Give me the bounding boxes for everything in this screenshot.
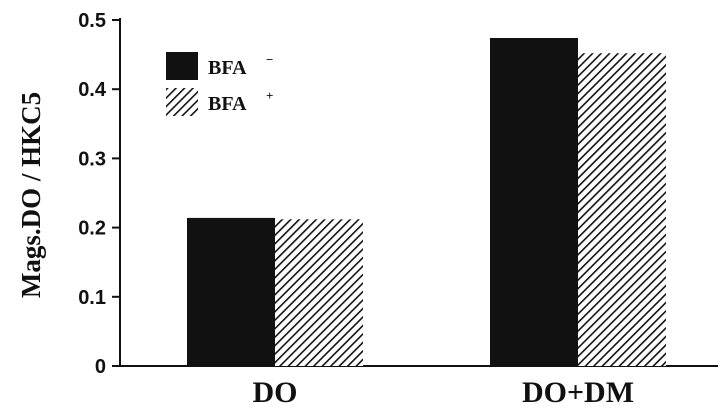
bar-bfa-plus-do-dm — [578, 53, 666, 366]
legend-label-superscript: − — [266, 52, 273, 67]
bar-bfa-plus-do — [275, 219, 363, 366]
y-tick-label: 0.5 — [78, 10, 106, 32]
bar-bfa-minus-do — [187, 217, 275, 366]
legend-swatch — [166, 88, 198, 116]
x-category-label: DO — [253, 376, 298, 409]
x-category-label: DO+DM — [522, 376, 634, 409]
bar-bfa-minus-do-dm — [490, 37, 578, 366]
y-tick-label: 0.3 — [78, 148, 106, 170]
legend-label-superscript: + — [266, 88, 273, 103]
x-categories: DO DO+DM — [253, 376, 635, 409]
y-axis-title: Mags.DO / HKC5 — [16, 92, 46, 298]
y-tick-label: 0 — [95, 356, 106, 378]
legend-swatch — [166, 52, 198, 80]
legend: BFA − BFA + — [166, 52, 273, 116]
legend-label: BFA — [208, 93, 247, 115]
legend-label: BFA — [208, 57, 247, 79]
y-tick-label: 0.2 — [78, 218, 106, 240]
y-tick-label: 0.4 — [78, 79, 107, 101]
y-ticks: 0 0.1 0.2 0.3 0.4 0.5 — [78, 10, 120, 378]
bars — [187, 37, 666, 366]
y-tick-label: 0.1 — [78, 287, 106, 309]
